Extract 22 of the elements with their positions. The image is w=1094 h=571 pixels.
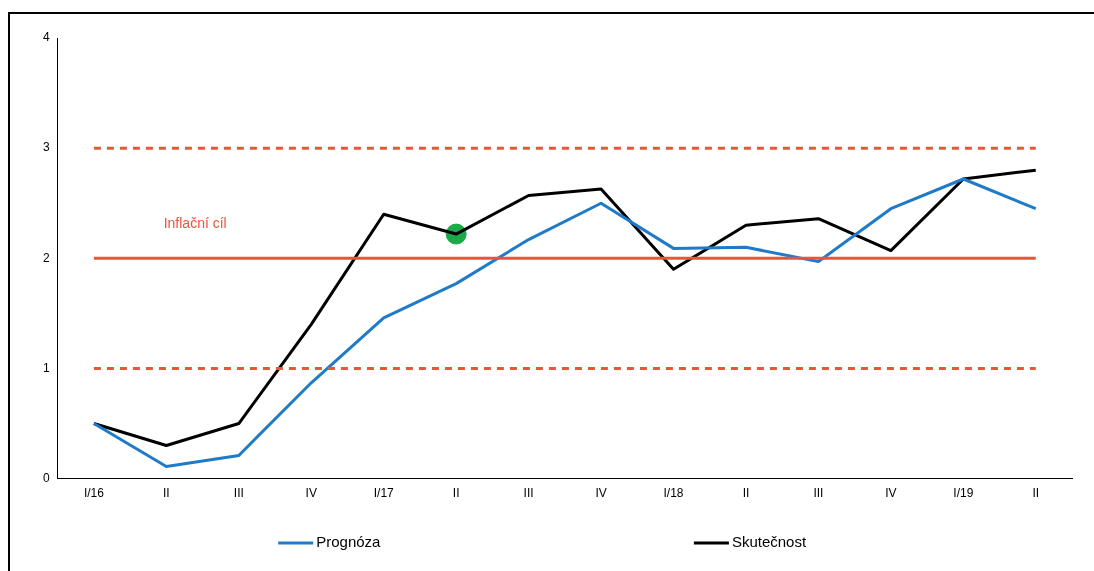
y-tick-label: 4 <box>42 30 50 45</box>
x-tick-label: II <box>1032 486 1040 501</box>
ref-line-label: Inflační cíl <box>163 215 227 232</box>
y-tick-label: 3 <box>42 140 50 155</box>
y-tick-label: 1 <box>42 360 50 375</box>
y-tick-label: 0 <box>42 470 50 485</box>
x-tick-label: IV <box>595 486 607 501</box>
y-tick-label: 2 <box>42 250 50 265</box>
x-tick-label: III <box>523 486 534 501</box>
x-tick-label: I/17 <box>373 486 395 501</box>
x-tick-label: IV <box>305 486 317 501</box>
legend-label: Skutečnost <box>731 533 807 551</box>
x-tick-label: I/19 <box>953 486 974 501</box>
legend-label: Prognóza <box>316 533 382 551</box>
x-tick-label: II <box>742 486 750 501</box>
x-tick-label: III <box>813 486 824 501</box>
x-tick-label: II <box>163 486 170 501</box>
x-tick-label: I/16 <box>83 486 105 501</box>
x-tick-label: III <box>233 486 244 501</box>
x-tick-label: I/18 <box>663 486 684 501</box>
x-tick-label: IV <box>885 486 897 501</box>
x-tick-label: II <box>452 486 460 501</box>
